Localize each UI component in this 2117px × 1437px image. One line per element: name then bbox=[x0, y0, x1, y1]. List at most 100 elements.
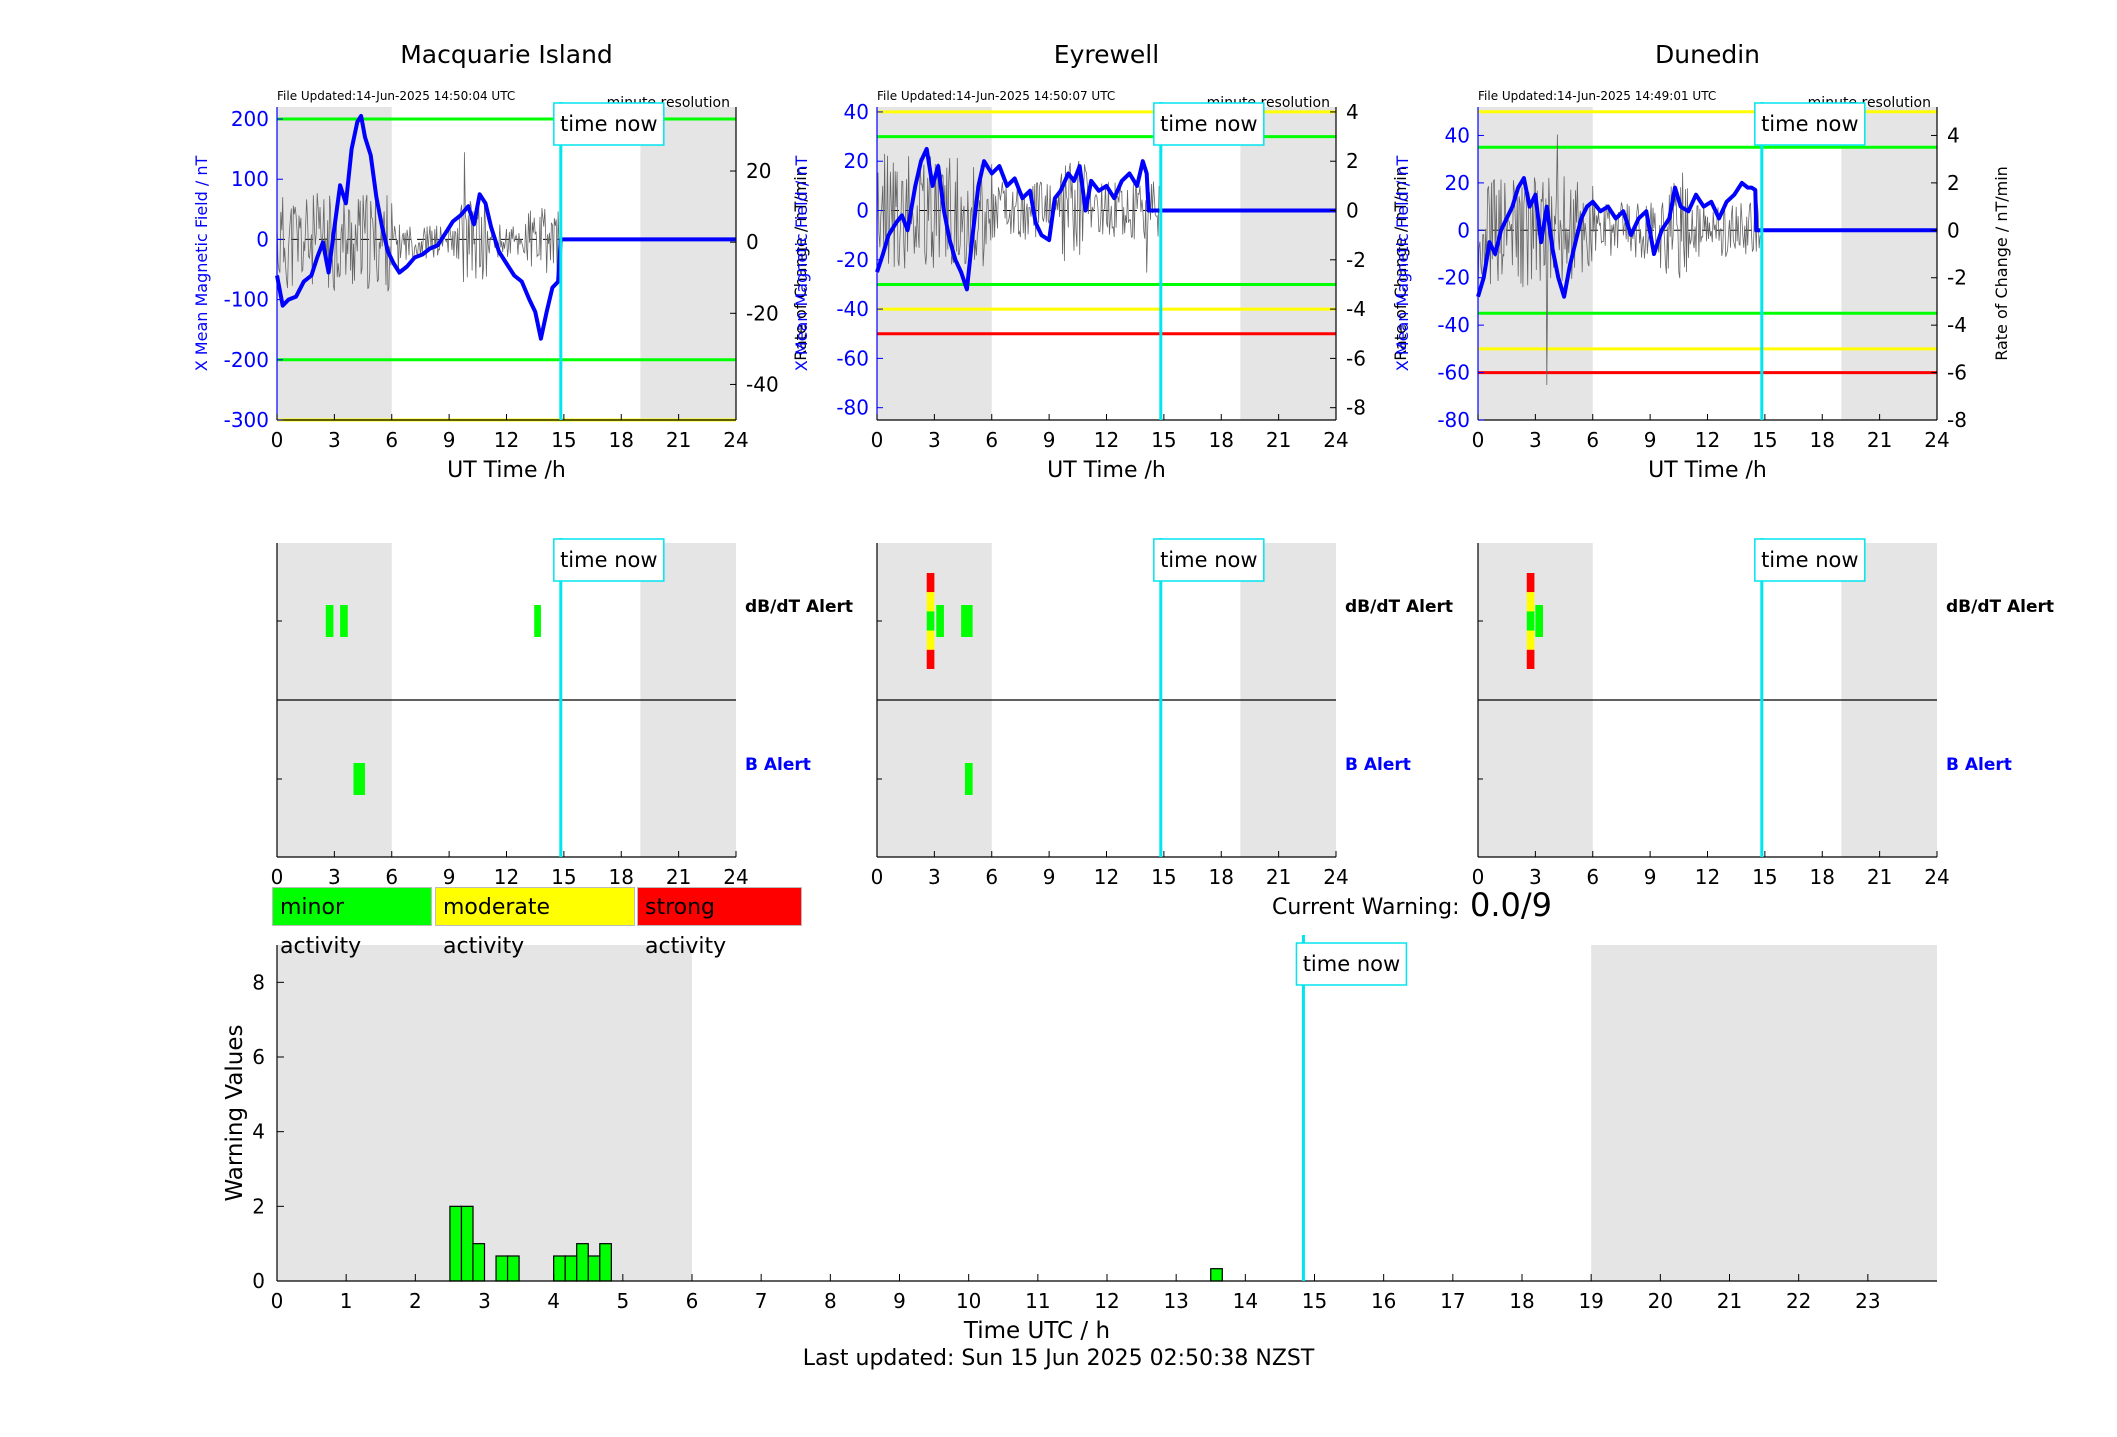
x-tick-label: 1 bbox=[340, 1289, 353, 1313]
b-alert-label: B Alert bbox=[1345, 755, 1411, 775]
x-tick-label: 9 bbox=[1644, 865, 1657, 889]
x-tick-label: 3 bbox=[928, 865, 941, 889]
x-tick-label: 10 bbox=[956, 1289, 981, 1313]
dbdt-alert-bar bbox=[534, 605, 541, 637]
x-tick-label: 15 bbox=[1752, 428, 1777, 452]
left-tick-label: -20 bbox=[836, 248, 869, 272]
file-updated-text: File Updated:14-Jun-2025 14:49:01 UTC bbox=[1478, 89, 1716, 103]
dbdt-alert-bar bbox=[936, 605, 944, 637]
dbdt-alert-bar bbox=[926, 630, 935, 650]
left-tick-label: -60 bbox=[836, 346, 869, 370]
time-now-box bbox=[553, 538, 665, 582]
x-tick-label: 22 bbox=[1786, 1289, 1811, 1313]
current-warning-label: Current Warning: bbox=[1272, 895, 1460, 920]
x-tick-label: 9 bbox=[1043, 428, 1056, 452]
time-now-box bbox=[1754, 538, 1866, 582]
x-tick-label: 12 bbox=[494, 865, 519, 889]
x-tick-label: 21 bbox=[1717, 1289, 1742, 1313]
night-shading bbox=[1591, 945, 1937, 1281]
x-tick-label: 12 bbox=[1094, 428, 1119, 452]
x-tick-label: 12 bbox=[1695, 865, 1720, 889]
left-axis-label: X Mean Magnetic Field / nT bbox=[1393, 156, 1412, 372]
x-tick-label: 24 bbox=[723, 428, 748, 452]
x-tick-label: 15 bbox=[1302, 1289, 1327, 1313]
warning-bar bbox=[599, 1243, 612, 1282]
time-now-label: time now bbox=[1761, 112, 1858, 136]
x-tick-label: 12 bbox=[494, 428, 519, 452]
alert-panel: 0 3 6 9 12 15 18 21 24 dB/dT Alert B Alert time now bbox=[871, 538, 1453, 889]
dbdt-alert-bar bbox=[961, 605, 973, 637]
right-axis-label: Rate of Change / nT/min bbox=[791, 166, 810, 361]
x-tick-label: 24 bbox=[723, 865, 748, 889]
legend-strong-activity: strong activity bbox=[637, 887, 802, 959]
night-shading bbox=[1841, 107, 1937, 420]
warning-bar bbox=[495, 1255, 509, 1282]
y-tick-label: 6 bbox=[252, 1045, 265, 1069]
x-tick-label: 0 bbox=[271, 428, 284, 452]
b-alert-bar bbox=[964, 763, 973, 795]
x-tick-label: 6 bbox=[385, 428, 398, 452]
dbdt-alert-label: dB/dT Alert bbox=[1946, 597, 2054, 617]
x-tick-label: 24 bbox=[1924, 428, 1949, 452]
x-tick-label: 3 bbox=[928, 428, 941, 452]
dbdt-alert-bar bbox=[325, 605, 334, 637]
x-tick-label: 4 bbox=[547, 1289, 560, 1313]
right-tick-label: -40 bbox=[746, 372, 779, 396]
x-tick-label: 19 bbox=[1578, 1289, 1603, 1313]
alert-panel: 0 3 6 9 12 15 18 21 24 dB/dT Alert B Alert time now bbox=[271, 538, 853, 889]
dbdt-alert-bar bbox=[926, 611, 935, 631]
left-tick-label: -80 bbox=[836, 396, 869, 420]
left-tick-label: -40 bbox=[836, 297, 869, 321]
x-tick-label: 21 bbox=[1266, 428, 1291, 452]
station-panel-dunedin: Dunedin File Updated:14-Jun-2025 14:49:01… bbox=[1393, 40, 2054, 889]
time-now-label: time now bbox=[1761, 548, 1858, 572]
x-tick-label: 12 bbox=[1695, 428, 1720, 452]
x-tick-label: 7 bbox=[755, 1289, 768, 1313]
warning-bar bbox=[460, 1205, 474, 1282]
station-panel-macquarie-island: Macquarie Island File Updated:14-Jun-2025… bbox=[192, 40, 853, 889]
right-tick-label: -6 bbox=[1947, 361, 1967, 385]
x-tick-label: 6 bbox=[985, 865, 998, 889]
right-tick-label: 4 bbox=[1346, 100, 1359, 124]
current-warning-value: 0.0/9 bbox=[1470, 886, 1553, 924]
right-tick-label: 2 bbox=[1947, 171, 1960, 195]
x-tick-label: 3 bbox=[328, 428, 341, 452]
left-tick-label: -40 bbox=[1437, 313, 1470, 337]
x-tick-label: 3 bbox=[478, 1289, 491, 1313]
x-tick-label: 2 bbox=[409, 1289, 422, 1313]
time-now-label: time now bbox=[1303, 952, 1400, 976]
left-tick-label: 0 bbox=[1457, 218, 1470, 242]
left-axis-label: X Mean Magnetic Field / nT bbox=[192, 156, 211, 372]
x-tick-label: 13 bbox=[1163, 1289, 1188, 1313]
x-tick-label: 0 bbox=[1472, 865, 1485, 889]
x-axis-label: UT Time /h bbox=[1648, 458, 1767, 483]
x-tick-label: 11 bbox=[1025, 1289, 1050, 1313]
left-tick-label: -20 bbox=[1437, 266, 1470, 290]
alert-panel: 0 3 6 9 12 15 18 21 24 dB/dT Alert B Alert time now bbox=[1472, 538, 2054, 889]
left-tick-label: 40 bbox=[1445, 123, 1470, 147]
x-tick-label: 15 bbox=[1752, 865, 1777, 889]
file-updated-text: File Updated:14-Jun-2025 14:50:07 UTC bbox=[877, 89, 1115, 103]
dbdt-alert-bar bbox=[340, 605, 348, 637]
left-tick-label: -60 bbox=[1437, 361, 1470, 385]
time-now-label: time now bbox=[560, 548, 657, 572]
x-tick-label: 0 bbox=[271, 1289, 284, 1313]
x-tick-label: 0 bbox=[1472, 428, 1485, 452]
warning-bar bbox=[449, 1205, 463, 1282]
night-shading bbox=[277, 945, 692, 1281]
x-tick-label: 0 bbox=[871, 428, 884, 452]
dbdt-alert-bar bbox=[1526, 630, 1535, 650]
left-tick-label: -80 bbox=[1437, 408, 1470, 432]
right-tick-label: 0 bbox=[1346, 199, 1359, 223]
x-tick-label: 0 bbox=[871, 865, 884, 889]
warning-bar bbox=[576, 1243, 589, 1282]
warning-bar bbox=[1210, 1268, 1223, 1282]
x-tick-label: 6 bbox=[985, 428, 998, 452]
time-now-box bbox=[1153, 102, 1265, 146]
x-tick-label: 5 bbox=[616, 1289, 629, 1313]
warning-bar bbox=[472, 1243, 486, 1282]
x-tick-label: 18 bbox=[609, 865, 634, 889]
left-tick-label: -200 bbox=[224, 348, 269, 372]
y-tick-label: 0 bbox=[252, 1269, 265, 1293]
